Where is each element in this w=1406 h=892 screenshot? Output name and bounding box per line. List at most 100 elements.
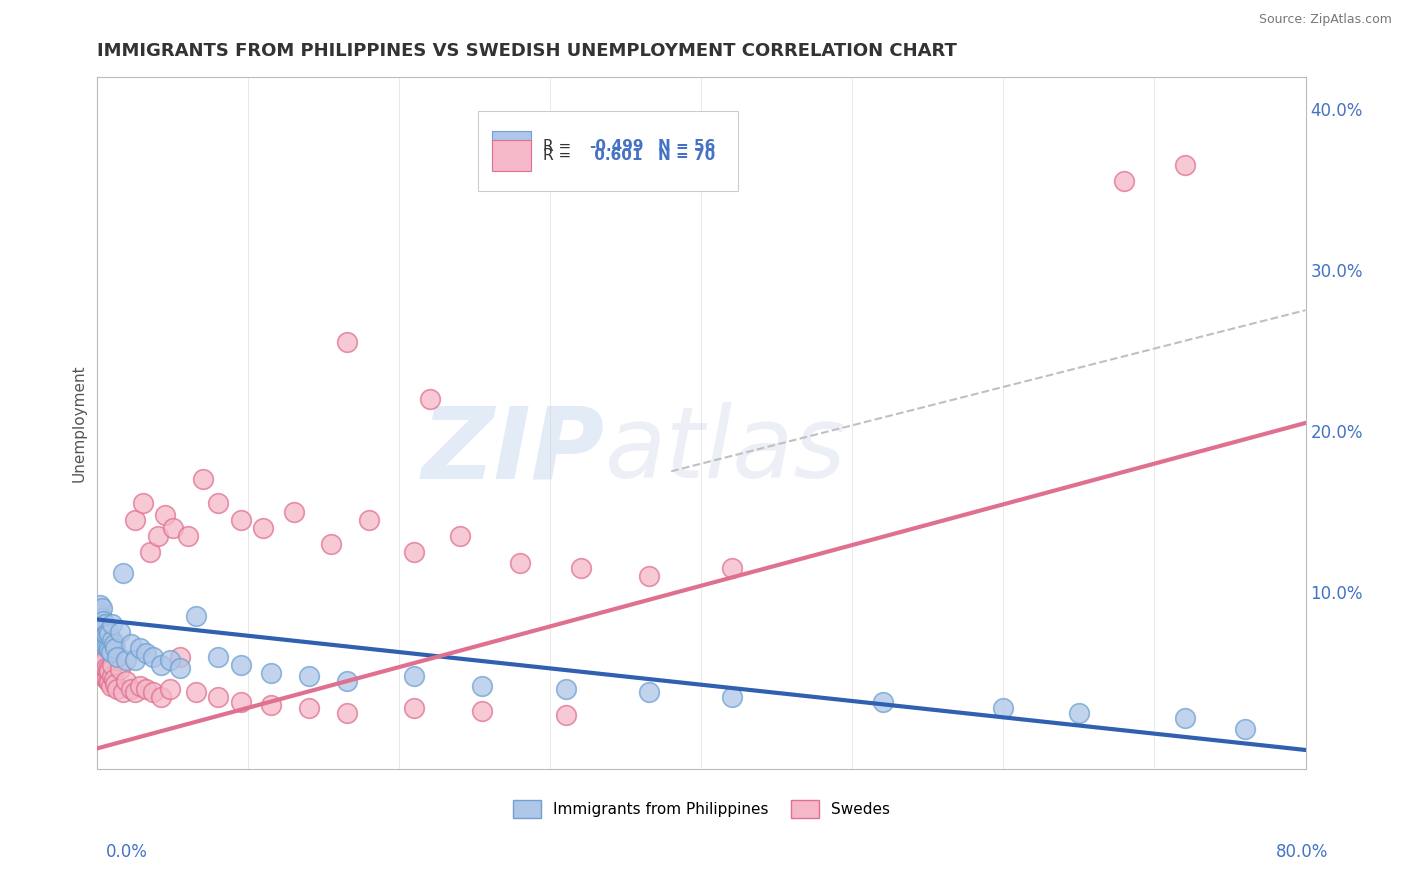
Point (87, 614, 110, 628)
Point (90, 646, 112, 660)
Text: 80.0%: 80.0% (1277, 843, 1329, 861)
FancyBboxPatch shape (492, 140, 531, 171)
Point (94, 661, 117, 675)
Text: N = 56: N = 56 (658, 139, 716, 153)
Point (98, 627, 121, 641)
Point (1067, 706, 1090, 720)
Point (359, 513, 381, 527)
Point (169, 649, 191, 664)
Point (94, 669, 117, 683)
Point (229, 657, 252, 672)
Point (90, 630, 112, 644)
Point (96, 672, 118, 686)
Point (554, 707, 576, 722)
Point (993, 701, 1015, 715)
Point (93, 657, 115, 672)
Point (89, 641, 111, 656)
Point (142, 685, 165, 699)
Point (120, 681, 142, 696)
Text: R =: R = (543, 139, 576, 153)
Point (149, 690, 172, 704)
Point (419, 392, 441, 406)
Point (111, 685, 134, 699)
Point (149, 657, 172, 672)
Point (97, 625, 120, 640)
Point (115, 653, 138, 667)
Text: 0.601: 0.601 (589, 148, 643, 163)
Point (128, 679, 150, 693)
Point (104, 641, 127, 656)
Point (139, 545, 162, 559)
Text: N = 70: N = 70 (658, 148, 716, 163)
Point (94, 627, 117, 641)
Point (720, 561, 742, 575)
Point (335, 673, 357, 688)
Point (101, 669, 124, 683)
Point (94, 617, 117, 632)
Point (97, 673, 120, 688)
Point (283, 504, 305, 518)
Point (90, 601, 112, 615)
Point (637, 569, 659, 583)
Point (90, 638, 112, 652)
Point (101, 657, 124, 672)
Point (404, 669, 426, 683)
Point (1174, 158, 1197, 172)
Point (471, 679, 494, 693)
Point (100, 679, 122, 693)
Point (94, 653, 117, 667)
Point (93, 649, 115, 664)
Point (146, 529, 169, 543)
Point (128, 641, 150, 656)
Point (191, 472, 214, 486)
Point (135, 646, 157, 660)
Y-axis label: Unemployment: Unemployment (72, 364, 86, 482)
Point (89, 649, 111, 664)
Point (98, 675, 121, 690)
Point (229, 695, 252, 709)
Point (104, 677, 127, 691)
Point (229, 513, 252, 527)
FancyBboxPatch shape (492, 130, 531, 161)
Point (87, 637, 110, 651)
Point (872, 695, 894, 709)
Point (115, 673, 138, 688)
Point (98, 664, 121, 678)
Point (207, 496, 229, 510)
Point (162, 521, 184, 535)
Point (120, 637, 142, 651)
Point (159, 653, 181, 667)
Text: -0.499: -0.499 (589, 139, 644, 153)
Point (87, 645, 110, 659)
Text: atlas: atlas (605, 402, 846, 500)
Point (159, 681, 181, 696)
Point (96, 640, 118, 654)
Point (105, 649, 128, 664)
Point (101, 617, 124, 632)
Point (184, 609, 207, 624)
Point (1234, 722, 1257, 736)
Point (471, 704, 494, 718)
Text: 0.0%: 0.0% (105, 843, 148, 861)
Point (155, 508, 177, 522)
Point (111, 566, 134, 580)
Point (404, 701, 426, 715)
Point (108, 625, 131, 640)
Point (90, 662, 112, 676)
Text: R =: R = (543, 148, 576, 163)
Point (98, 643, 121, 657)
Point (97, 641, 120, 656)
Point (252, 521, 274, 535)
Point (90, 621, 112, 635)
Legend: Immigrants from Philippines, Swedes: Immigrants from Philippines, Swedes (508, 794, 896, 824)
Point (569, 561, 592, 575)
Point (90, 654, 112, 668)
Point (207, 649, 229, 664)
Point (335, 335, 357, 350)
Point (96, 661, 118, 675)
Point (93, 614, 115, 628)
Point (131, 496, 153, 510)
Point (100, 645, 122, 659)
Point (89, 598, 111, 612)
Point (554, 681, 576, 696)
